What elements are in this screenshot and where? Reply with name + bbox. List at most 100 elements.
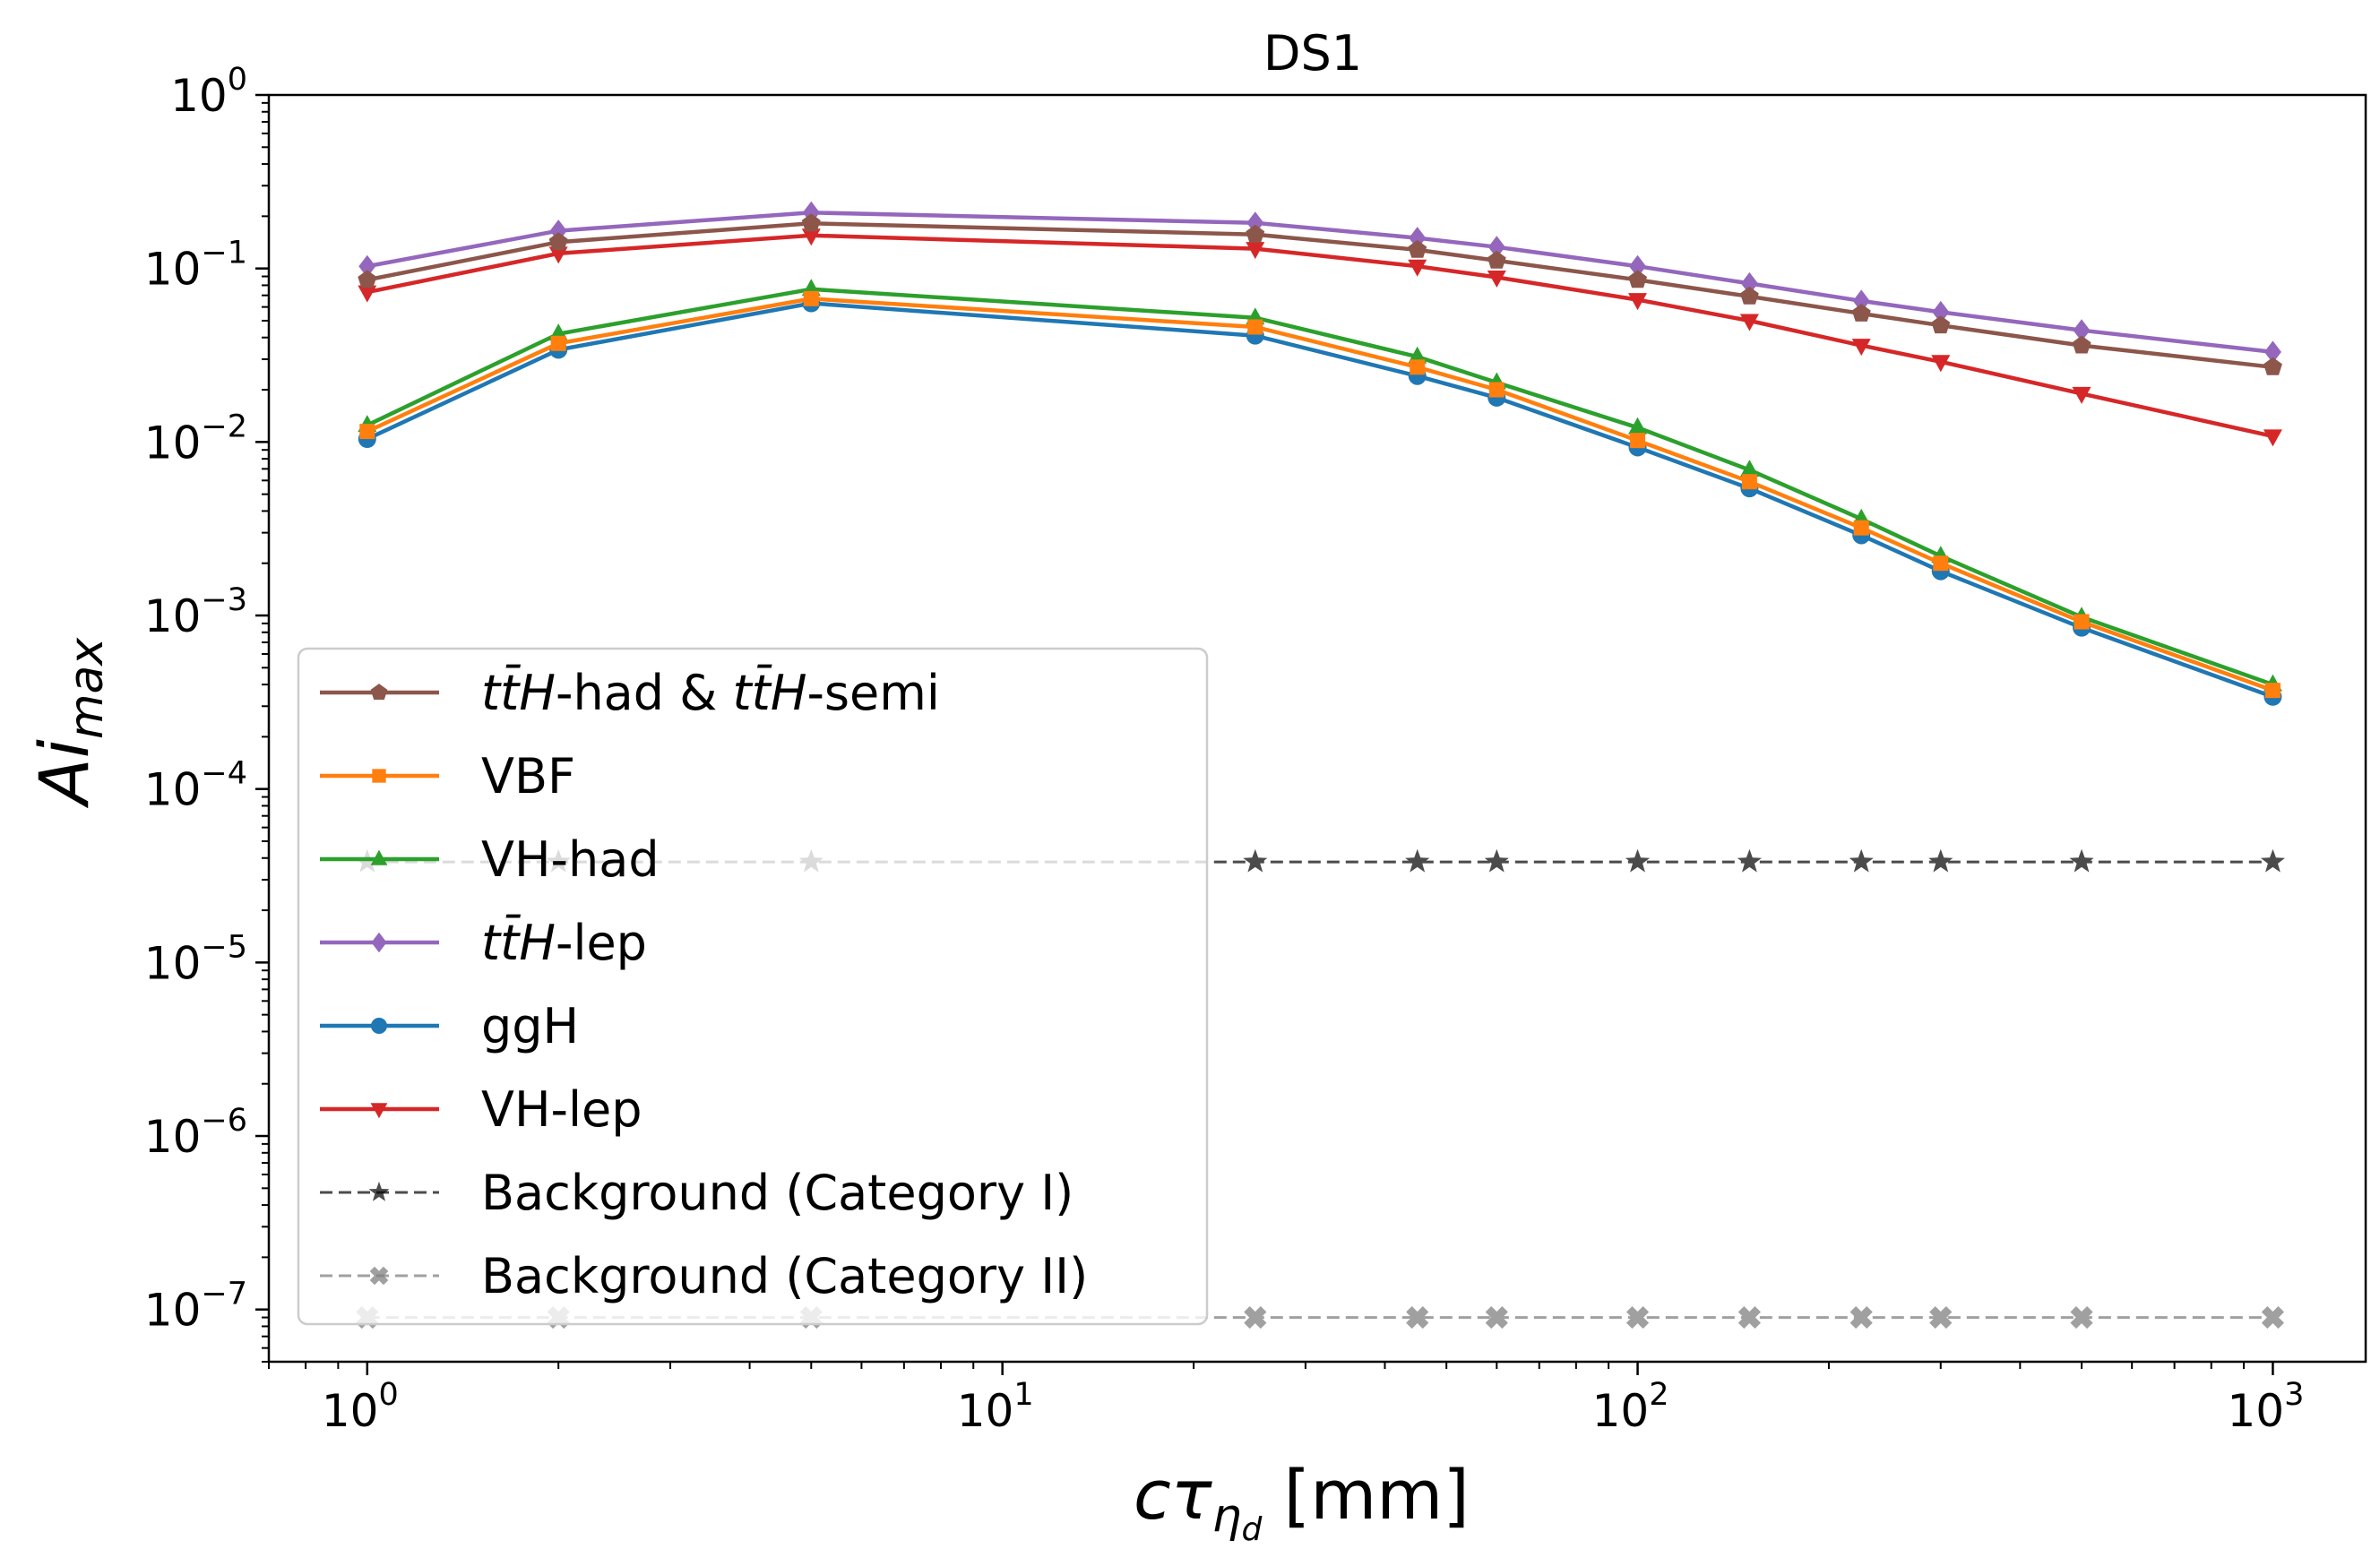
legend-item: tt̄H-lep: [320, 915, 647, 971]
data-point: [801, 213, 821, 232]
data-point: [1850, 1305, 1873, 1329]
data-point: [2070, 1305, 2093, 1329]
data-point: [1932, 300, 1950, 323]
data-point: [1628, 270, 1647, 288]
data-point: [2072, 335, 2091, 354]
x-axis-label-text: cτηd [mm]: [1134, 1455, 1470, 1548]
data-point: [1488, 382, 1505, 398]
data-point: [803, 290, 819, 306]
series-line: [366, 233, 2273, 439]
data-point: [1410, 359, 1426, 375]
data-point: [1628, 417, 1647, 435]
data-point: [1853, 520, 1869, 536]
data-point: [1408, 259, 1427, 277]
x-tick-label: 101: [957, 1377, 1034, 1437]
y-tick-label: 10−2: [144, 409, 247, 469]
legend-label: VH-lep: [481, 1081, 642, 1138]
data-point: [1406, 1305, 1429, 1329]
legend-marker: [372, 769, 386, 783]
series-line: [366, 221, 2273, 370]
data-point: [1405, 848, 1430, 873]
y-tick-label: 10−3: [144, 582, 247, 642]
data-point: [359, 424, 375, 440]
chart-title: DS1: [1263, 25, 1362, 82]
y-tick-label: 10−7: [144, 1277, 247, 1337]
data-point: [1408, 239, 1427, 258]
y-tick-label: 100: [170, 62, 247, 122]
legend-label: Background (Category II): [481, 1248, 1088, 1304]
x-tick-label: 102: [1592, 1377, 1669, 1437]
data-point: [1739, 460, 1759, 478]
data-point: [1247, 319, 1263, 335]
data-point: [2264, 340, 2281, 364]
data-point: [1741, 474, 1757, 490]
data-point: [1625, 1305, 1650, 1329]
data-point: [548, 246, 568, 264]
data-point: [2264, 357, 2282, 375]
data-point: [1629, 254, 1646, 278]
y-tick-label: 10−6: [144, 1103, 247, 1163]
data-point: [1244, 1305, 1267, 1329]
series-0: [358, 213, 2282, 375]
data-point: [2074, 614, 2090, 630]
data-point: [548, 232, 568, 251]
series-line: [366, 211, 2273, 355]
data-point: [1931, 355, 1951, 373]
x-tick-label: 100: [322, 1377, 399, 1437]
data-point: [1625, 848, 1651, 873]
legend-marker: [369, 1266, 389, 1286]
data-point: [801, 228, 821, 246]
data-point: [1484, 848, 1509, 873]
y-axis-label: Aimax: [24, 637, 114, 810]
data-point: [1739, 314, 1759, 331]
series-3: [358, 201, 2281, 364]
data-point: [1408, 346, 1427, 364]
data-point: [2072, 386, 2091, 404]
data-point: [1630, 433, 1646, 449]
data-point: [1929, 1305, 1953, 1329]
data-point: [1931, 315, 1951, 334]
data-point: [1243, 848, 1268, 873]
x-axis-label: cτηd [mm]: [1134, 1455, 1470, 1548]
data-point: [358, 254, 376, 278]
data-point: [1488, 236, 1505, 259]
legend-item: VH-lep: [320, 1081, 642, 1138]
data-point: [2261, 1305, 2285, 1329]
axis-ticks: 100 101 102 103 10−7 10−6 10−5 10−4 10−3 10−2 10−1…: [144, 62, 2305, 1437]
series-5: [358, 228, 2282, 447]
series-line: [366, 287, 2274, 687]
series-4: [358, 294, 2282, 706]
legend-marker: [368, 1181, 390, 1201]
data-point: [1487, 250, 1506, 269]
data-point: [2263, 429, 2282, 447]
series-2: [358, 279, 2282, 692]
data-point: [1851, 339, 1871, 357]
legend-marker: [371, 1018, 387, 1034]
y-tick-label: 10−5: [144, 929, 247, 989]
data-point: [1933, 555, 1949, 572]
data-point: [1737, 848, 1762, 873]
legend-label: VBF: [481, 748, 575, 805]
data-point: [2069, 848, 2094, 873]
data-point: [1485, 1305, 1508, 1329]
data-point: [358, 270, 377, 288]
y-axis-label-text: Aimax: [24, 637, 114, 810]
legend-marker: [371, 932, 387, 953]
series-1: [359, 290, 2281, 699]
legend-label: tt̄H-had & tt̄H-semi: [481, 665, 940, 721]
data-point: [550, 335, 566, 351]
legend-label: VH-had: [481, 831, 660, 888]
y-tick-label: 10−1: [144, 236, 247, 296]
data-point: [1246, 242, 1265, 260]
legend-label: Background (Category I): [481, 1165, 1074, 1221]
data-point: [1628, 293, 1647, 311]
data-point: [1740, 271, 1758, 295]
legend-label: tt̄H-lep: [481, 915, 647, 971]
data-point: [1246, 224, 1265, 243]
data-point: [2260, 848, 2285, 873]
data-point: [1738, 1305, 1761, 1329]
legend-marker: [370, 1103, 388, 1119]
legend-marker: [370, 684, 388, 700]
data-point: [1851, 304, 1871, 322]
